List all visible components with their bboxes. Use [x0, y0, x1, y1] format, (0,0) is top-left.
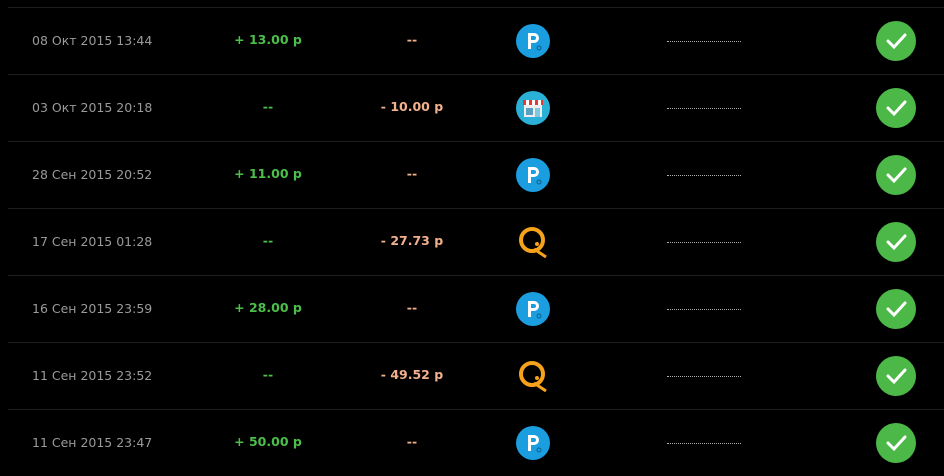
transactions-table: 08 Окт 2015 13:44 + 13.00 р -- 03 Окт 20… [8, 7, 944, 476]
table-row: 16 Сен 2015 23:59 + 28.00 р -- [8, 275, 944, 342]
check-icon [876, 423, 916, 463]
qiwi-icon [516, 225, 550, 259]
income-cell: + 13.00 р [234, 32, 302, 47]
expense-cell: - 27.73 р [380, 233, 444, 248]
date-cell: 03 Окт 2015 20:18 [32, 100, 153, 115]
check-icon [876, 155, 916, 195]
income-cell: + 50.00 р [234, 434, 302, 449]
qiwi-icon [516, 359, 550, 393]
income-cell: + 28.00 р [234, 300, 302, 315]
expense-cell: -- [406, 300, 418, 315]
date-cell: 08 Окт 2015 13:44 [32, 33, 153, 48]
income-cell: -- [262, 99, 274, 114]
payeer-icon [516, 158, 550, 192]
date-cell: 11 Сен 2015 23:47 [32, 435, 153, 450]
income-cell: + 11.00 р [234, 166, 302, 181]
date-cell: 11 Сен 2015 23:52 [32, 368, 153, 383]
check-icon [876, 222, 916, 262]
income-cell: -- [262, 367, 274, 382]
table-row: 08 Окт 2015 13:44 + 13.00 р -- [8, 7, 944, 74]
table-row: 11 Сен 2015 23:47 + 50.00 р -- [8, 409, 944, 476]
check-icon [876, 289, 916, 329]
account-cell [667, 375, 741, 377]
account-cell [667, 174, 741, 176]
expense-cell: -- [406, 166, 418, 181]
check-icon [876, 21, 916, 61]
table-row: 03 Окт 2015 20:18 -- - 10.00 р [8, 74, 944, 141]
expense-cell: -- [406, 434, 418, 449]
payeer-icon [516, 426, 550, 460]
date-cell: 17 Сен 2015 01:28 [32, 234, 153, 249]
payeer-icon [516, 292, 550, 326]
date-cell: 16 Сен 2015 23:59 [32, 301, 153, 316]
check-icon [876, 88, 916, 128]
shop-icon [516, 91, 550, 125]
check-icon [876, 356, 916, 396]
account-cell [667, 241, 741, 243]
income-cell: -- [262, 233, 274, 248]
account-cell [667, 40, 741, 42]
expense-cell: - 10.00 р [380, 99, 444, 114]
table-row: 28 Сен 2015 20:52 + 11.00 р -- [8, 141, 944, 208]
account-cell [667, 107, 741, 109]
account-cell [667, 442, 741, 444]
table-row: 17 Сен 2015 01:28 -- - 27.73 р [8, 208, 944, 275]
payeer-icon [516, 24, 550, 58]
expense-cell: -- [406, 32, 418, 47]
expense-cell: - 49.52 р [380, 367, 444, 382]
table-row: 11 Сен 2015 23:52 -- - 49.52 р [8, 342, 944, 409]
account-cell [667, 308, 741, 310]
date-cell: 28 Сен 2015 20:52 [32, 167, 153, 182]
